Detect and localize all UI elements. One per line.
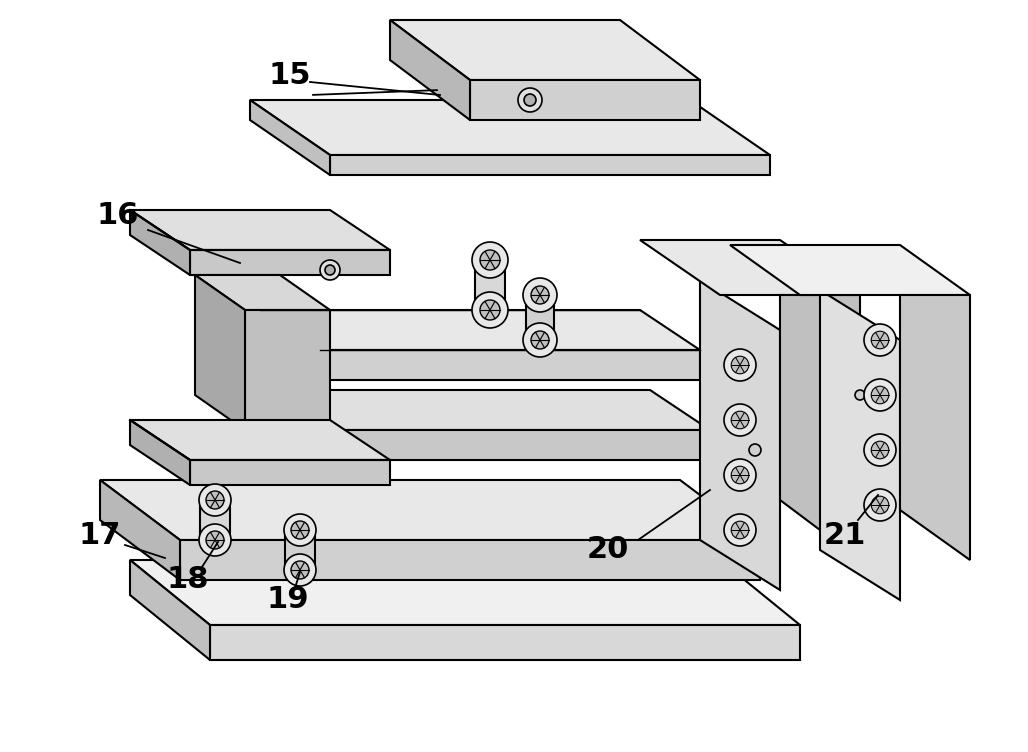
Polygon shape	[100, 480, 180, 580]
Polygon shape	[130, 210, 390, 250]
Text: 16: 16	[97, 201, 139, 229]
Circle shape	[284, 554, 316, 586]
Polygon shape	[900, 295, 970, 560]
Polygon shape	[390, 20, 470, 120]
Circle shape	[731, 466, 748, 484]
Polygon shape	[250, 100, 770, 155]
Polygon shape	[100, 480, 760, 540]
Circle shape	[871, 387, 889, 404]
Text: 17: 17	[79, 520, 121, 550]
Polygon shape	[320, 350, 700, 380]
Polygon shape	[526, 295, 554, 340]
Polygon shape	[195, 275, 245, 430]
Text: 15: 15	[268, 60, 311, 89]
Polygon shape	[130, 560, 800, 625]
Text: 20: 20	[587, 535, 629, 565]
Polygon shape	[195, 275, 330, 310]
Circle shape	[724, 349, 756, 381]
Circle shape	[291, 521, 309, 539]
Circle shape	[199, 484, 231, 516]
Polygon shape	[130, 420, 390, 460]
Polygon shape	[730, 245, 970, 295]
Polygon shape	[330, 155, 770, 175]
Circle shape	[472, 242, 508, 278]
Circle shape	[206, 491, 224, 509]
Circle shape	[320, 260, 340, 280]
Circle shape	[864, 379, 896, 411]
Circle shape	[731, 356, 748, 374]
Polygon shape	[190, 250, 390, 275]
Polygon shape	[820, 290, 900, 600]
Circle shape	[724, 514, 756, 546]
Circle shape	[291, 561, 309, 579]
Circle shape	[523, 278, 557, 312]
Polygon shape	[190, 460, 390, 485]
Polygon shape	[285, 530, 315, 570]
Circle shape	[731, 521, 748, 538]
Polygon shape	[130, 210, 190, 275]
Circle shape	[724, 459, 756, 491]
Polygon shape	[320, 430, 710, 460]
Polygon shape	[130, 560, 210, 660]
Circle shape	[531, 286, 549, 304]
Polygon shape	[260, 390, 710, 430]
Circle shape	[523, 323, 557, 357]
Circle shape	[864, 489, 896, 521]
Circle shape	[284, 514, 316, 546]
Polygon shape	[260, 390, 320, 460]
Polygon shape	[390, 20, 700, 80]
Circle shape	[480, 300, 500, 320]
Circle shape	[864, 434, 896, 466]
Circle shape	[864, 324, 896, 356]
Polygon shape	[780, 295, 860, 560]
Circle shape	[206, 531, 224, 549]
Circle shape	[472, 292, 508, 328]
Circle shape	[325, 265, 335, 275]
Polygon shape	[640, 240, 860, 295]
Polygon shape	[260, 310, 700, 350]
Polygon shape	[470, 80, 700, 120]
Circle shape	[749, 444, 761, 456]
Circle shape	[871, 331, 889, 349]
Polygon shape	[210, 625, 800, 660]
Circle shape	[480, 250, 500, 270]
Polygon shape	[475, 260, 505, 310]
Text: 18: 18	[167, 566, 210, 595]
Circle shape	[731, 411, 748, 429]
Circle shape	[724, 404, 756, 436]
Text: 19: 19	[266, 586, 309, 614]
Circle shape	[518, 88, 542, 112]
Polygon shape	[245, 310, 330, 430]
Polygon shape	[130, 420, 190, 485]
Polygon shape	[180, 540, 760, 580]
Polygon shape	[250, 100, 330, 175]
Circle shape	[871, 496, 889, 514]
Text: 21: 21	[823, 520, 867, 550]
Polygon shape	[200, 500, 230, 540]
Polygon shape	[260, 310, 320, 380]
Circle shape	[871, 441, 889, 459]
Circle shape	[855, 390, 865, 400]
Polygon shape	[700, 280, 780, 590]
Circle shape	[199, 524, 231, 556]
Circle shape	[524, 94, 536, 106]
Circle shape	[531, 331, 549, 349]
